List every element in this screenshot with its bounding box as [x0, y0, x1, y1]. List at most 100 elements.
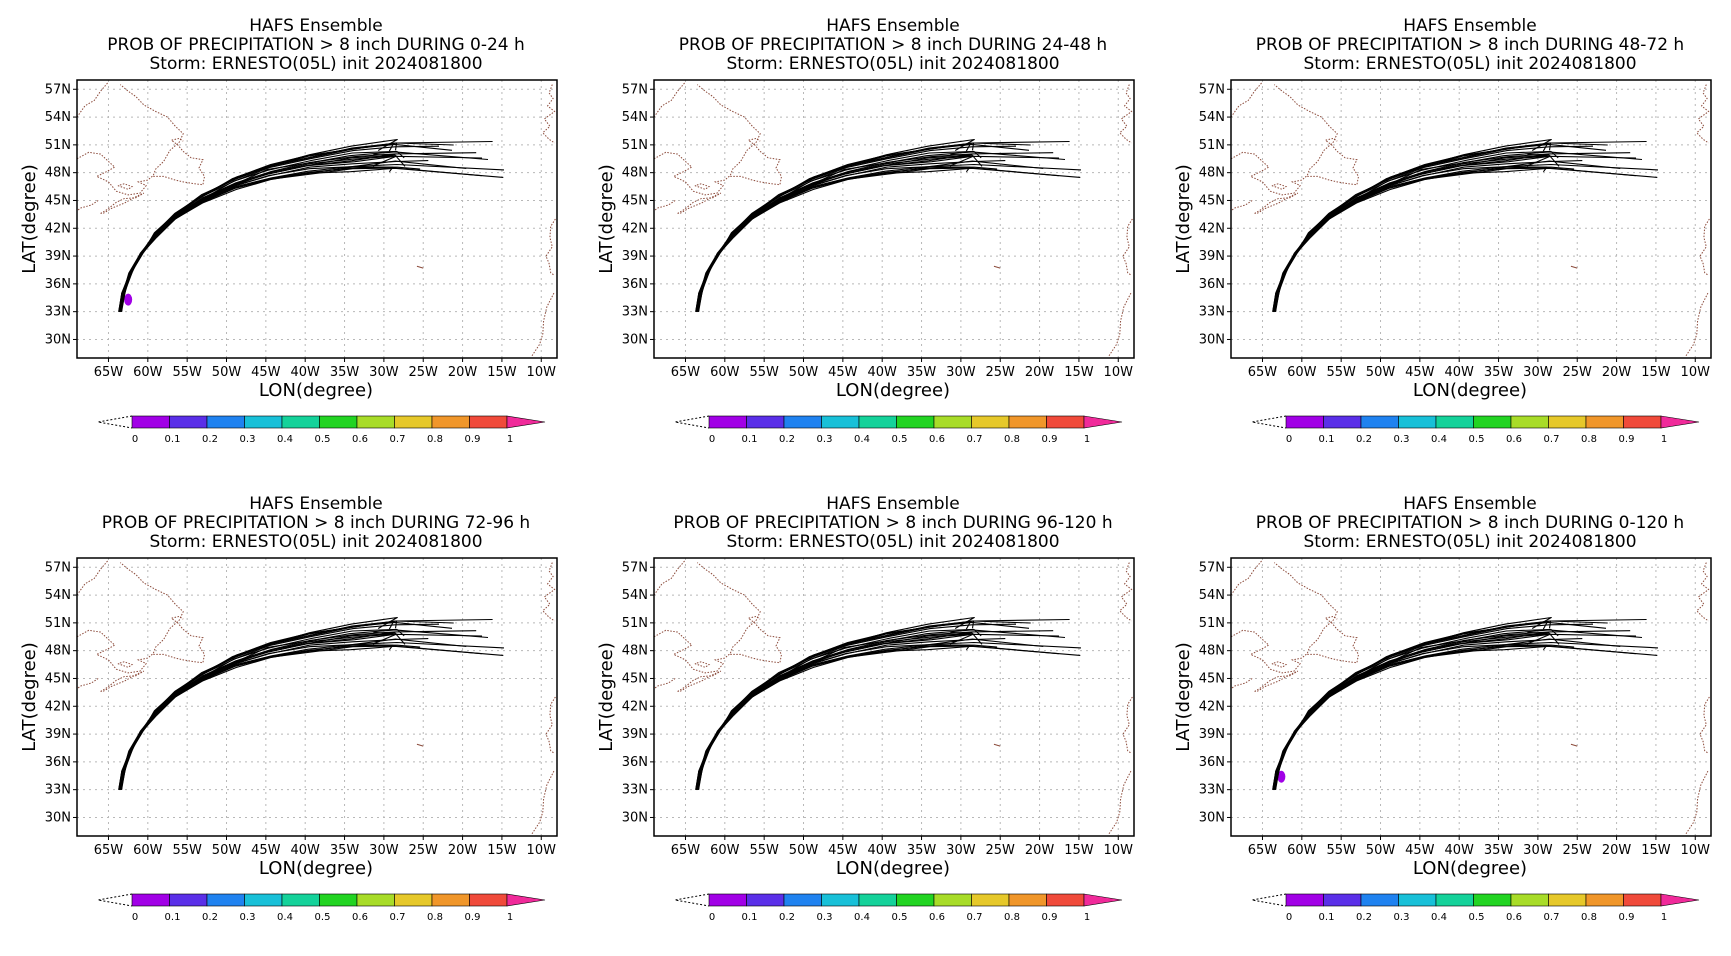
coastlines — [76, 559, 556, 835]
colorbar-label: 0.1 — [1319, 912, 1335, 923]
colorbar-over — [1660, 415, 1700, 429]
y-tick-label: 48N — [45, 166, 71, 181]
x-tick-label: 65W — [1248, 365, 1278, 380]
coastline — [1230, 678, 1253, 690]
colorbar-segment — [746, 415, 785, 429]
coastline — [117, 183, 134, 190]
track-line — [698, 631, 972, 790]
chart-title: HAFS Ensemble — [1403, 494, 1536, 514]
track-line — [695, 641, 1082, 790]
colorbar-label: 0.1 — [165, 912, 181, 923]
y-tick-label: 30N — [45, 332, 71, 347]
x-tick-label: 50W — [789, 843, 819, 858]
x-tick-label: 35W — [907, 365, 937, 380]
coastline — [1696, 84, 1710, 144]
chart-title: HAFS Ensemble — [826, 494, 959, 514]
y-tick-label: 48N — [622, 644, 648, 659]
x-tick-label: 55W — [172, 843, 202, 858]
x-tick-label: 55W — [749, 843, 779, 858]
y-tick-label: 45N — [1199, 671, 1225, 686]
y-tick-label: 36N — [622, 755, 648, 770]
coastline — [1254, 192, 1299, 214]
y-tick-label: 33N — [45, 783, 71, 798]
track-line — [695, 151, 1066, 312]
colorbar-segment — [394, 415, 433, 429]
y-axis-label: LAT(degree) — [1173, 642, 1194, 751]
colorbar-over — [506, 415, 546, 429]
coastline — [545, 696, 556, 754]
x-tick-label: 60W — [133, 843, 163, 858]
coastline — [76, 200, 99, 212]
x-tick-label: 10W — [1681, 843, 1711, 858]
colorbar-under — [674, 415, 710, 429]
colorbar-segment — [1510, 893, 1549, 907]
y-tick-label: 33N — [622, 783, 648, 798]
x-tick-label: 35W — [330, 843, 360, 858]
x-tick-label: 35W — [907, 843, 937, 858]
y-tick-label: 39N — [1199, 249, 1225, 264]
coastline — [677, 192, 722, 214]
y-axis-label: LAT(degree) — [596, 642, 617, 751]
track-line — [695, 629, 1066, 790]
x-tick-label: 20W — [1025, 365, 1055, 380]
colorbar-label: 0.2 — [202, 434, 218, 445]
coastline — [100, 670, 145, 692]
x-axis-label: LON(degree) — [259, 380, 373, 401]
track-line — [119, 630, 477, 790]
coastline — [1108, 770, 1132, 835]
ensemble-tracks — [1272, 138, 1659, 312]
ensemble-tracks — [1272, 616, 1659, 790]
track-line — [695, 638, 1006, 790]
colorbar-segment — [783, 415, 822, 429]
map-frame — [653, 557, 1135, 837]
x-tick-label: 15W — [1641, 365, 1671, 380]
map-frame — [653, 79, 1135, 359]
x-tick-label: 40W — [1444, 843, 1474, 858]
colorbar-label: 0.5 — [315, 434, 331, 445]
colorbar-label: 0.4 — [277, 434, 293, 445]
x-tick-label: 20W — [1602, 365, 1632, 380]
colorbar-label: 1 — [1661, 912, 1667, 923]
coastline — [653, 84, 761, 196]
y-tick-label: 42N — [45, 221, 71, 236]
colorbar-label: 0.5 — [1469, 434, 1485, 445]
coastlines — [1230, 81, 1710, 357]
track-line — [118, 160, 429, 312]
colorbar-label: 0.4 — [854, 434, 870, 445]
chart-subtitle: PROB OF PRECIPITATION > 8 inch DURING 0-… — [107, 35, 525, 55]
precip-prob-area — [1277, 770, 1286, 783]
track-line — [1274, 645, 1658, 790]
colorbar-segment — [1398, 893, 1437, 907]
gridlines — [654, 80, 1134, 358]
colorbar-label: 0.7 — [967, 434, 983, 445]
colorbar-under — [97, 415, 133, 429]
colorbar-label: 0.7 — [967, 912, 983, 923]
colorbar-segment — [169, 415, 208, 429]
x-tick-label: 10W — [1681, 365, 1711, 380]
island-azores — [1570, 743, 1578, 747]
track-line — [696, 630, 1054, 790]
y-tick-label: 36N — [1199, 277, 1225, 292]
colorbar-segment — [206, 893, 245, 907]
colorbar-label: 0.2 — [1356, 434, 1372, 445]
coastline — [1254, 670, 1299, 692]
y-tick-label: 57N — [1199, 560, 1225, 575]
colorbar-label: 0.1 — [1319, 434, 1335, 445]
coastline — [1699, 696, 1710, 754]
y-tick-label: 30N — [1199, 332, 1225, 347]
y-tick-label: 30N — [45, 810, 71, 825]
track-line — [1274, 638, 1621, 790]
ensemble-tracks — [695, 616, 1082, 790]
y-tick-label: 33N — [622, 305, 648, 320]
x-tick-label: 10W — [1104, 365, 1134, 380]
y-tick-label: 45N — [1199, 193, 1225, 208]
colorbar-segment — [1623, 415, 1662, 429]
coastline — [1122, 696, 1133, 754]
track-line — [1273, 166, 1548, 312]
colorbar: 0 0.1 0.2 0.3 0.4 0.5 0.6 0.7 0.8 0.9 1 — [674, 415, 1123, 445]
map-frame — [1230, 557, 1712, 837]
track-line — [118, 641, 505, 790]
track-line — [1275, 645, 1636, 790]
colorbar-label: 0.3 — [240, 434, 256, 445]
